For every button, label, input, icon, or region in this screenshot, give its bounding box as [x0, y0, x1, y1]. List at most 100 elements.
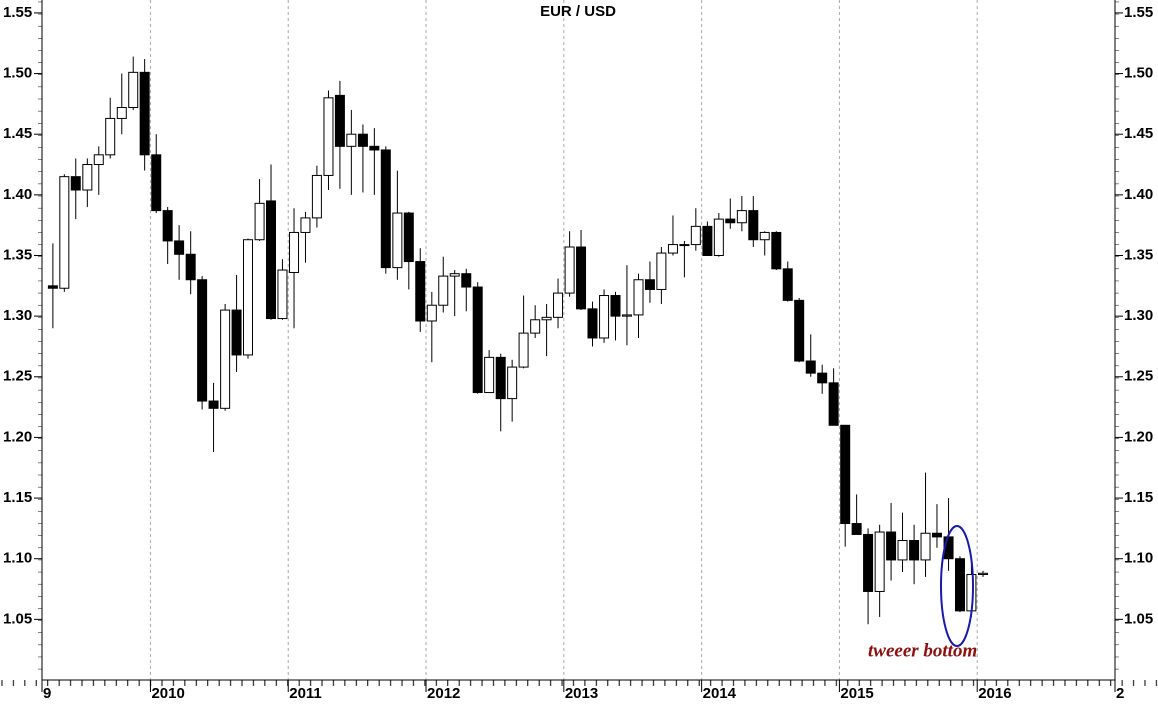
candle-body [311, 174, 322, 219]
candle-body [621, 314, 632, 317]
candle-body [748, 210, 759, 241]
candle-body [599, 295, 610, 339]
y2-tick-label: 1.45 [1124, 125, 1153, 142]
y2-tick-label: 1.05 [1124, 610, 1153, 627]
candle-body [93, 154, 104, 166]
candle-body [656, 252, 667, 290]
candle-body [759, 231, 770, 241]
candle-body [369, 145, 380, 151]
candle-body [197, 279, 208, 402]
candle-body [495, 356, 506, 400]
candle-body [334, 94, 345, 147]
candle-body [909, 540, 920, 561]
candle-body [139, 71, 150, 156]
y2-tick-label: 1.55 [1124, 4, 1153, 21]
x-tick-label: 2016 [978, 685, 1011, 702]
candle-body [610, 295, 621, 317]
candle-body [346, 133, 357, 147]
highlight-ellipse [940, 525, 974, 647]
candle-body [426, 304, 437, 322]
x-tick-label: 2013 [565, 685, 598, 702]
candle-body [817, 372, 828, 384]
candle-body [805, 360, 816, 374]
y-tick-label: 1.20 [3, 428, 32, 445]
candle-body [587, 308, 598, 339]
candle-body [403, 212, 414, 263]
candle-body [59, 176, 70, 289]
candle-body [897, 540, 908, 561]
candle-body [977, 572, 988, 575]
candle-body [105, 117, 116, 156]
candle-body [518, 332, 529, 368]
x-tick-label: 2014 [703, 685, 737, 702]
candle-body [954, 558, 965, 612]
annotation: tweeer bottom [868, 640, 977, 661]
grid [149, 0, 978, 680]
candle-body [380, 149, 391, 269]
y2-tick-label: 1.50 [1124, 65, 1153, 82]
y-tick-label: 1.45 [3, 125, 32, 142]
x-tick-label: 2015 [840, 685, 873, 702]
y-tick-label: 1.10 [3, 550, 32, 567]
candle-body [323, 97, 334, 176]
y-tick-label: 1.05 [3, 610, 32, 627]
candle-body [667, 244, 678, 254]
labels: 1.05 1.05 1.10 1.10 1.15 1.15 1.20 1.20 1.25 1.25… [3, 4, 1153, 702]
candle-body [151, 154, 162, 212]
y-minor-ticks [0, 0, 1158, 680]
y2-tick-label: 1.25 [1124, 368, 1153, 385]
candle-body [553, 292, 564, 318]
candle-body [243, 239, 254, 356]
candle-body [863, 533, 874, 592]
candle-body [266, 200, 277, 320]
y-tick-label: 1.25 [3, 368, 32, 385]
y-tick-label: 1.50 [3, 65, 32, 82]
candle-body [771, 231, 782, 270]
candle-body [254, 202, 265, 241]
candle-body [392, 212, 403, 269]
candle-body [576, 246, 587, 310]
candle-body [633, 279, 644, 316]
candle-body [438, 275, 449, 306]
candle-body [300, 217, 311, 233]
candle-body [220, 309, 231, 409]
y2-tick-label: 1.20 [1124, 428, 1153, 445]
candle-body [289, 231, 300, 273]
candle-body [82, 164, 93, 191]
candle-body [530, 319, 541, 334]
candle-body [920, 532, 931, 561]
candle-body [782, 268, 793, 301]
candle-body [415, 261, 426, 322]
candle-body [162, 210, 173, 242]
chart-title: EUR / USD [540, 3, 616, 20]
candle-body [507, 366, 518, 400]
y-tick-label: 1.30 [3, 307, 32, 324]
candle-body [736, 210, 747, 224]
y-tick-label: 1.15 [3, 489, 32, 506]
candle-body [541, 316, 552, 321]
y-tick-label: 1.55 [3, 4, 32, 21]
y2-tick-label: 1.35 [1124, 246, 1153, 263]
candle-body [828, 382, 839, 426]
x-tick-label: 9 [43, 685, 51, 702]
y2-tick-label: 1.10 [1124, 550, 1153, 567]
x-tick-label: 2011 [289, 685, 322, 702]
candle-body [174, 240, 185, 255]
candle-body [679, 244, 690, 247]
candle-body [116, 107, 127, 119]
y-tick-label: 1.35 [3, 246, 32, 263]
x-tick-label: 2012 [427, 685, 460, 702]
candle-body [128, 71, 139, 109]
x-tick-label: 2010 [151, 685, 184, 702]
candle-body [931, 532, 942, 538]
y2-tick-label: 1.40 [1124, 186, 1153, 203]
candle-body [725, 218, 736, 224]
candles [47, 56, 988, 625]
candle-body [472, 286, 483, 394]
candle-body [449, 273, 460, 277]
y2-tick-label: 1.15 [1124, 489, 1153, 506]
y-tick-label: 1.40 [3, 186, 32, 203]
candle-body [851, 523, 862, 535]
